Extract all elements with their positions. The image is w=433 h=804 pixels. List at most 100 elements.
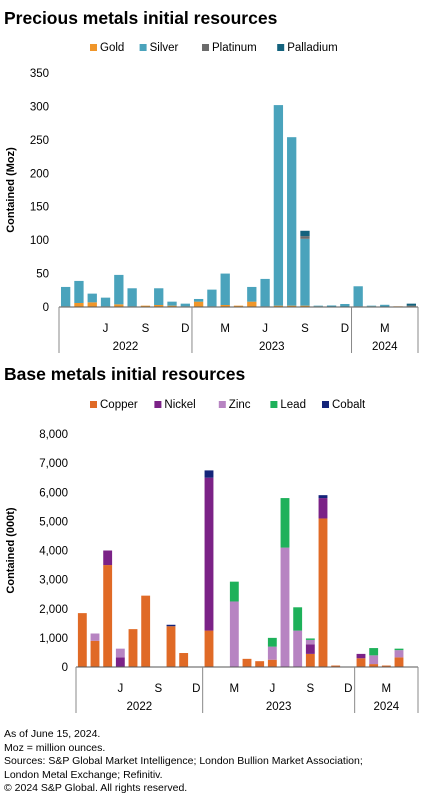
precious-y-tick-label: 0 — [43, 302, 49, 314]
base-bar-copper-2022-09 — [179, 653, 189, 667]
base-bar-copper-2024-02 — [394, 657, 404, 667]
precious-bar-silver-2023-07 — [300, 238, 310, 306]
base-bar-nickel-2022-03 — [103, 550, 113, 566]
note-date: As of June 15, 2024. — [4, 728, 101, 740]
base-legend-label-nickel: Nickel — [164, 399, 195, 411]
base-bar-zinc-2023-01 — [229, 601, 239, 667]
base-bar-lead-2023-04 — [267, 637, 277, 647]
precious-x-month-label: D — [181, 323, 189, 335]
precious-bar-silver-2022-02 — [74, 280, 84, 303]
precious-bar-silver-2023-03 — [247, 286, 257, 302]
note-copyright: © 2024 S&P Global. All rights reserved. — [4, 782, 188, 794]
base-x-month-label: M — [230, 683, 240, 695]
note-units: Moz = million ounces. — [4, 741, 106, 754]
base-legend-swatch-lead — [270, 401, 278, 408]
base-y-axis-label: Contained (000t) — [5, 507, 17, 594]
precious-bar-silver-2022-06 — [127, 288, 137, 307]
precious-bar-palladium-2024-03 — [406, 303, 417, 306]
precious-metals-chart: Gold Silver Platinum Palladium Contained (Mo… — [5, 42, 419, 353]
base-bar-cobalt-2023-08 — [318, 495, 328, 499]
base-bar-copper-2023-04 — [267, 659, 277, 667]
precious-y-tick-label: 50 — [36, 269, 49, 281]
base-bar-zinc-2023-05 — [280, 547, 290, 667]
precious-legend-label-gold: Gold — [100, 42, 124, 54]
base-bar-lead-2024-02 — [394, 648, 404, 651]
base-legend-label-copper: Copper — [100, 399, 138, 411]
precious-bar-gold-2022-09 — [167, 305, 177, 307]
base-bar-cobalt-2022-08 — [166, 624, 176, 627]
precious-bar-silver-2023-10 — [340, 303, 350, 307]
precious-legend-label-silver: Silver — [150, 42, 179, 54]
precious-legend-label-platinum: Platinum — [212, 42, 257, 54]
base-bar-nickel-2023-07 — [305, 644, 315, 654]
precious-bar-silver-2023-06 — [287, 137, 297, 306]
base-bar-lead-2023-05 — [280, 498, 290, 548]
base-y-tick-label: 4,000 — [39, 546, 68, 558]
base-x-year-label: 2024 — [374, 701, 400, 713]
precious-y-axis-label: Contained (Moz) — [5, 147, 17, 233]
base-y-tick-label: 5,000 — [39, 516, 68, 528]
precious-x-month-label: M — [220, 323, 230, 335]
precious-bar-silver-2022-09 — [167, 301, 177, 306]
base-bar-copper-2022-08 — [166, 626, 176, 667]
base-bar-copper-2023-08 — [318, 518, 328, 667]
precious-x-month-label: S — [301, 323, 309, 335]
base-bar-zinc-2024-02 — [394, 650, 404, 658]
precious-x-year-label: 2024 — [372, 341, 398, 353]
base-x-year-label: 2022 — [127, 701, 153, 713]
base-bar-copper-2022-02 — [90, 640, 100, 667]
base-bar-copper-2024-01 — [381, 665, 391, 667]
base-bar-zinc-2023-06 — [293, 630, 303, 667]
precious-bar-silver-2023-05 — [273, 105, 284, 306]
base-x-month-label: S — [306, 683, 314, 695]
precious-y-tick-label: 250 — [30, 135, 49, 147]
base-bar-copper-2022-01 — [77, 613, 87, 667]
base-x-year-label: 2023 — [266, 701, 292, 713]
base-bar-copper-2023-07 — [305, 653, 315, 667]
precious-y-tick-label: 100 — [30, 235, 49, 247]
base-bar-lead-2023-07 — [305, 638, 315, 640]
precious-x-month-label: J — [262, 323, 268, 335]
base-bar-copper-2022-03 — [103, 565, 113, 667]
chart-notes: As of June 15, 2024. Moz = million ounce… — [4, 728, 363, 796]
base-bar-lead-2023-01 — [229, 581, 239, 602]
precious-x-month-label: J — [103, 323, 109, 335]
base-y-tick-label: 3,000 — [39, 575, 68, 587]
base-y-tick-label: 0 — [62, 662, 68, 674]
base-bar-zinc-2023-12 — [369, 655, 379, 665]
base-y-tick-label: 6,000 — [39, 487, 68, 499]
precious-bar-gold-2023-01 — [220, 304, 230, 307]
precious-bar-gold-2023-05 — [273, 305, 284, 307]
precious-bar-silver-2022-04 — [100, 297, 111, 307]
base-bar-nickel-2022-11 — [204, 477, 214, 631]
base-x-month-label: M — [382, 683, 392, 695]
precious-bar-silver-2023-08 — [313, 305, 323, 307]
base-x-month-label: J — [117, 683, 123, 695]
base-bar-copper-2022-06 — [141, 595, 151, 667]
precious-x-month-label: D — [341, 323, 349, 335]
precious-bar-gold-2022-03 — [87, 302, 97, 307]
base-y-tick-label: 8,000 — [39, 429, 68, 441]
precious-bar-gold-2022-05 — [114, 304, 124, 307]
base-bar-nickel-2022-04 — [115, 657, 125, 667]
base-x-month-label: J — [269, 683, 275, 695]
base-bar-cobalt-2022-11 — [204, 470, 214, 478]
precious-bar-silver-2023-12 — [366, 305, 377, 307]
precious-bar-silver-2022-03 — [87, 293, 97, 303]
base-bar-copper-2023-03 — [255, 661, 265, 667]
base-bar-nickel-2023-08 — [318, 498, 328, 519]
base-legend-label-lead: Lead — [280, 399, 306, 411]
precious-bar-silver-2023-09 — [326, 305, 337, 307]
base-bar-copper-2023-09 — [331, 665, 341, 667]
base-bar-copper-2022-11 — [204, 630, 214, 667]
precious-bar-silver-2022-11 — [193, 298, 204, 302]
base-bar-lead-2023-06 — [293, 607, 303, 631]
base-x-month-label: D — [192, 683, 200, 695]
precious-bar-palladium-2023-07 — [300, 230, 310, 237]
base-legend-label-zinc: Zinc — [229, 399, 251, 411]
base-bar-zinc-2023-07 — [305, 639, 315, 645]
precious-bar-silver-2024-01 — [380, 304, 390, 307]
precious-y-tick-label: 200 — [30, 168, 49, 180]
precious-bar-gold-2022-08 — [154, 304, 164, 307]
precious-bar-silver-2023-04 — [260, 278, 270, 307]
